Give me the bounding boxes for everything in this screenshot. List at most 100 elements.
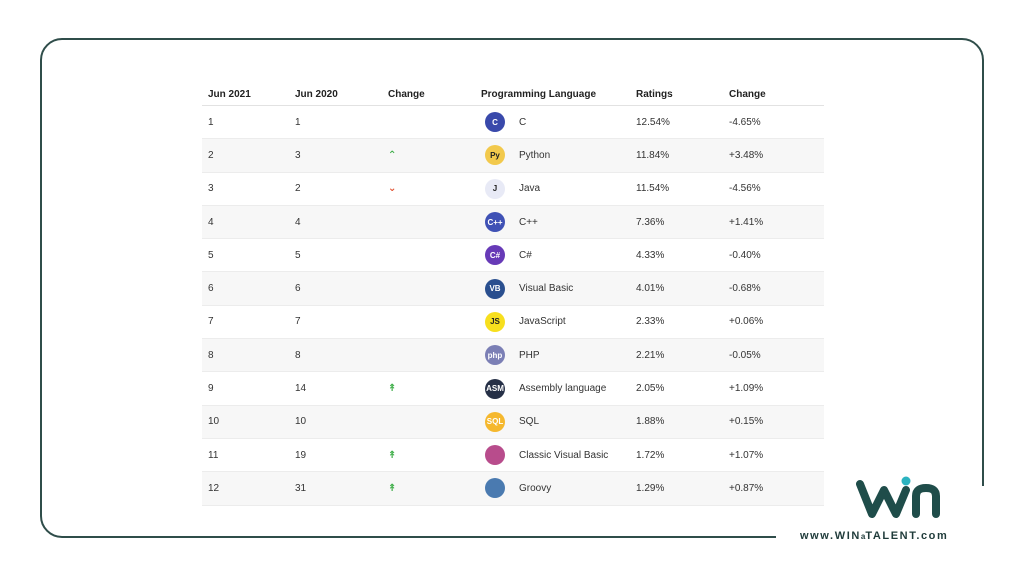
rating-value: 1.72%: [636, 449, 665, 461]
language-cell: J Java: [481, 178, 636, 199]
table-row: 2 3 ⌃ Py Python 11.84% +3.48%: [202, 139, 824, 173]
cpp-icon: C++: [485, 212, 505, 233]
rating-change: +3.48%: [729, 149, 764, 161]
trend-cell: ⌄: [388, 183, 481, 194]
rating-change: +0.15%: [729, 416, 764, 428]
language-name: C#: [519, 249, 532, 261]
language-cell: C++ C++: [481, 212, 636, 233]
header-language[interactable]: Programming Language: [481, 89, 597, 100]
language-cell: Groovy: [481, 478, 636, 499]
rank-2020: 4: [295, 216, 301, 228]
winatalent-logo: [856, 476, 940, 518]
rating-change: -0.68%: [729, 283, 761, 295]
groovy-icon: [485, 478, 505, 499]
language-cell: SQL SQL: [481, 411, 636, 432]
language-name: Java: [519, 183, 541, 195]
language-cell: Py Python: [481, 145, 636, 166]
header-rating-change[interactable]: Change: [729, 89, 766, 100]
language-cell: Classic Visual Basic: [481, 445, 636, 466]
language-cell: C# C#: [481, 245, 636, 266]
vb-icon: VB: [485, 278, 505, 299]
classic-vb-icon: [485, 445, 505, 466]
table-body: 1 1 C C 12.54% -4.65% 2 3 ⌃ Py Python 11.84% +3.48% 3…: [202, 106, 824, 506]
site-url[interactable]: www.WINaTALENT.com: [800, 530, 949, 542]
rank-2021: 10: [208, 416, 220, 428]
rating-change: +0.87%: [729, 482, 764, 494]
language-name: Visual Basic: [519, 283, 574, 295]
rating-change: -4.65%: [729, 116, 761, 128]
rank-2020: 7: [295, 316, 301, 328]
rank-2021: 5: [208, 249, 214, 261]
rank-2020: 8: [295, 349, 301, 361]
rating-value: 1.88%: [636, 416, 665, 428]
rank-2020: 31: [295, 482, 307, 494]
double-arrow-up-icon: ↟: [388, 449, 397, 461]
rating-value: 4.01%: [636, 283, 665, 295]
rating-change: -0.05%: [729, 349, 761, 361]
rank-2020: 6: [295, 283, 301, 295]
rating-value: 7.36%: [636, 216, 665, 228]
content-frame: [40, 38, 984, 538]
sql-icon: SQL: [485, 411, 505, 432]
javascript-icon: JS: [485, 311, 505, 332]
rank-2020: 3: [295, 149, 301, 161]
rating-value: 12.54%: [636, 116, 670, 128]
language-name: PHP: [519, 349, 540, 361]
rating-change: +1.07%: [729, 449, 764, 461]
rank-2021: 1: [208, 116, 214, 128]
language-cell: JS JavaScript: [481, 311, 636, 332]
rank-2021: 9: [208, 383, 214, 395]
rank-2021: 11: [208, 449, 219, 461]
rank-2021: 3: [208, 183, 214, 195]
csharp-icon: C#: [485, 245, 505, 266]
trend-cell: ↟: [388, 383, 481, 394]
rank-2020: 5: [295, 249, 301, 261]
java-icon: J: [485, 178, 505, 199]
rating-value: 2.21%: [636, 349, 665, 361]
table-row: 11 19 ↟ Classic Visual Basic 1.72% +1.07%: [202, 439, 824, 473]
rank-2020: 14: [295, 383, 307, 395]
header-jun-2020[interactable]: Jun 2020: [295, 89, 338, 100]
rating-value: 4.33%: [636, 249, 665, 261]
double-arrow-up-icon: ↟: [388, 482, 397, 494]
table-row: 10 10 SQL SQL 1.88% +0.15%: [202, 405, 824, 439]
rating-value: 11.54%: [636, 183, 670, 195]
header-change[interactable]: Change: [388, 89, 425, 100]
language-cell: php PHP: [481, 345, 636, 366]
language-name: C: [519, 116, 527, 128]
rating-value: 11.84%: [636, 149, 670, 161]
table-row: 3 2 ⌄ J Java 11.54% -4.56%: [202, 173, 824, 206]
double-arrow-up-icon: ↟: [388, 383, 397, 395]
trend-cell: ↟: [388, 450, 481, 461]
rating-value: 2.33%: [636, 316, 665, 328]
trend-cell: ⌃: [388, 150, 481, 161]
language-name: Groovy: [519, 482, 552, 494]
arrow-down-icon: ⌄: [388, 183, 397, 195]
header-jun-2021[interactable]: Jun 2021: [208, 89, 251, 100]
table-row: 4 4 C++ C++ 7.36% +1.41%: [202, 205, 824, 240]
table-row: 12 31 ↟ Groovy 1.29% +0.87%: [202, 472, 824, 506]
php-icon: php: [485, 345, 505, 366]
asm-icon: ASM: [485, 378, 505, 399]
rating-change: +1.09%: [729, 383, 764, 395]
language-cell: VB Visual Basic: [481, 278, 636, 299]
language-name: C++: [519, 216, 538, 228]
rank-2020: 2: [295, 183, 301, 195]
language-name: Classic Visual Basic: [519, 449, 609, 461]
language-ranking-table: Jun 2021 Jun 2020 Change Programming Lan…: [202, 84, 824, 506]
table-row: 6 6 VB Visual Basic 4.01% -0.68%: [202, 272, 824, 306]
rating-change: -0.40%: [729, 249, 761, 261]
language-name: JavaScript: [519, 316, 566, 328]
rating-change: +0.06%: [729, 316, 764, 328]
rank-2020: 1: [295, 116, 301, 128]
rank-2021: 12: [208, 482, 220, 494]
rank-2021: 2: [208, 149, 214, 161]
header-ratings[interactable]: Ratings: [636, 89, 673, 100]
rank-2021: 7: [208, 316, 214, 328]
rating-change: +1.41%: [729, 216, 764, 228]
table-row: 8 8 php PHP 2.21% -0.05%: [202, 339, 824, 373]
rank-2020: 19: [295, 449, 307, 461]
rank-2021: 4: [208, 216, 214, 228]
table-row: 9 14 ↟ ASM Assembly language 2.05% +1.09%: [202, 372, 824, 406]
